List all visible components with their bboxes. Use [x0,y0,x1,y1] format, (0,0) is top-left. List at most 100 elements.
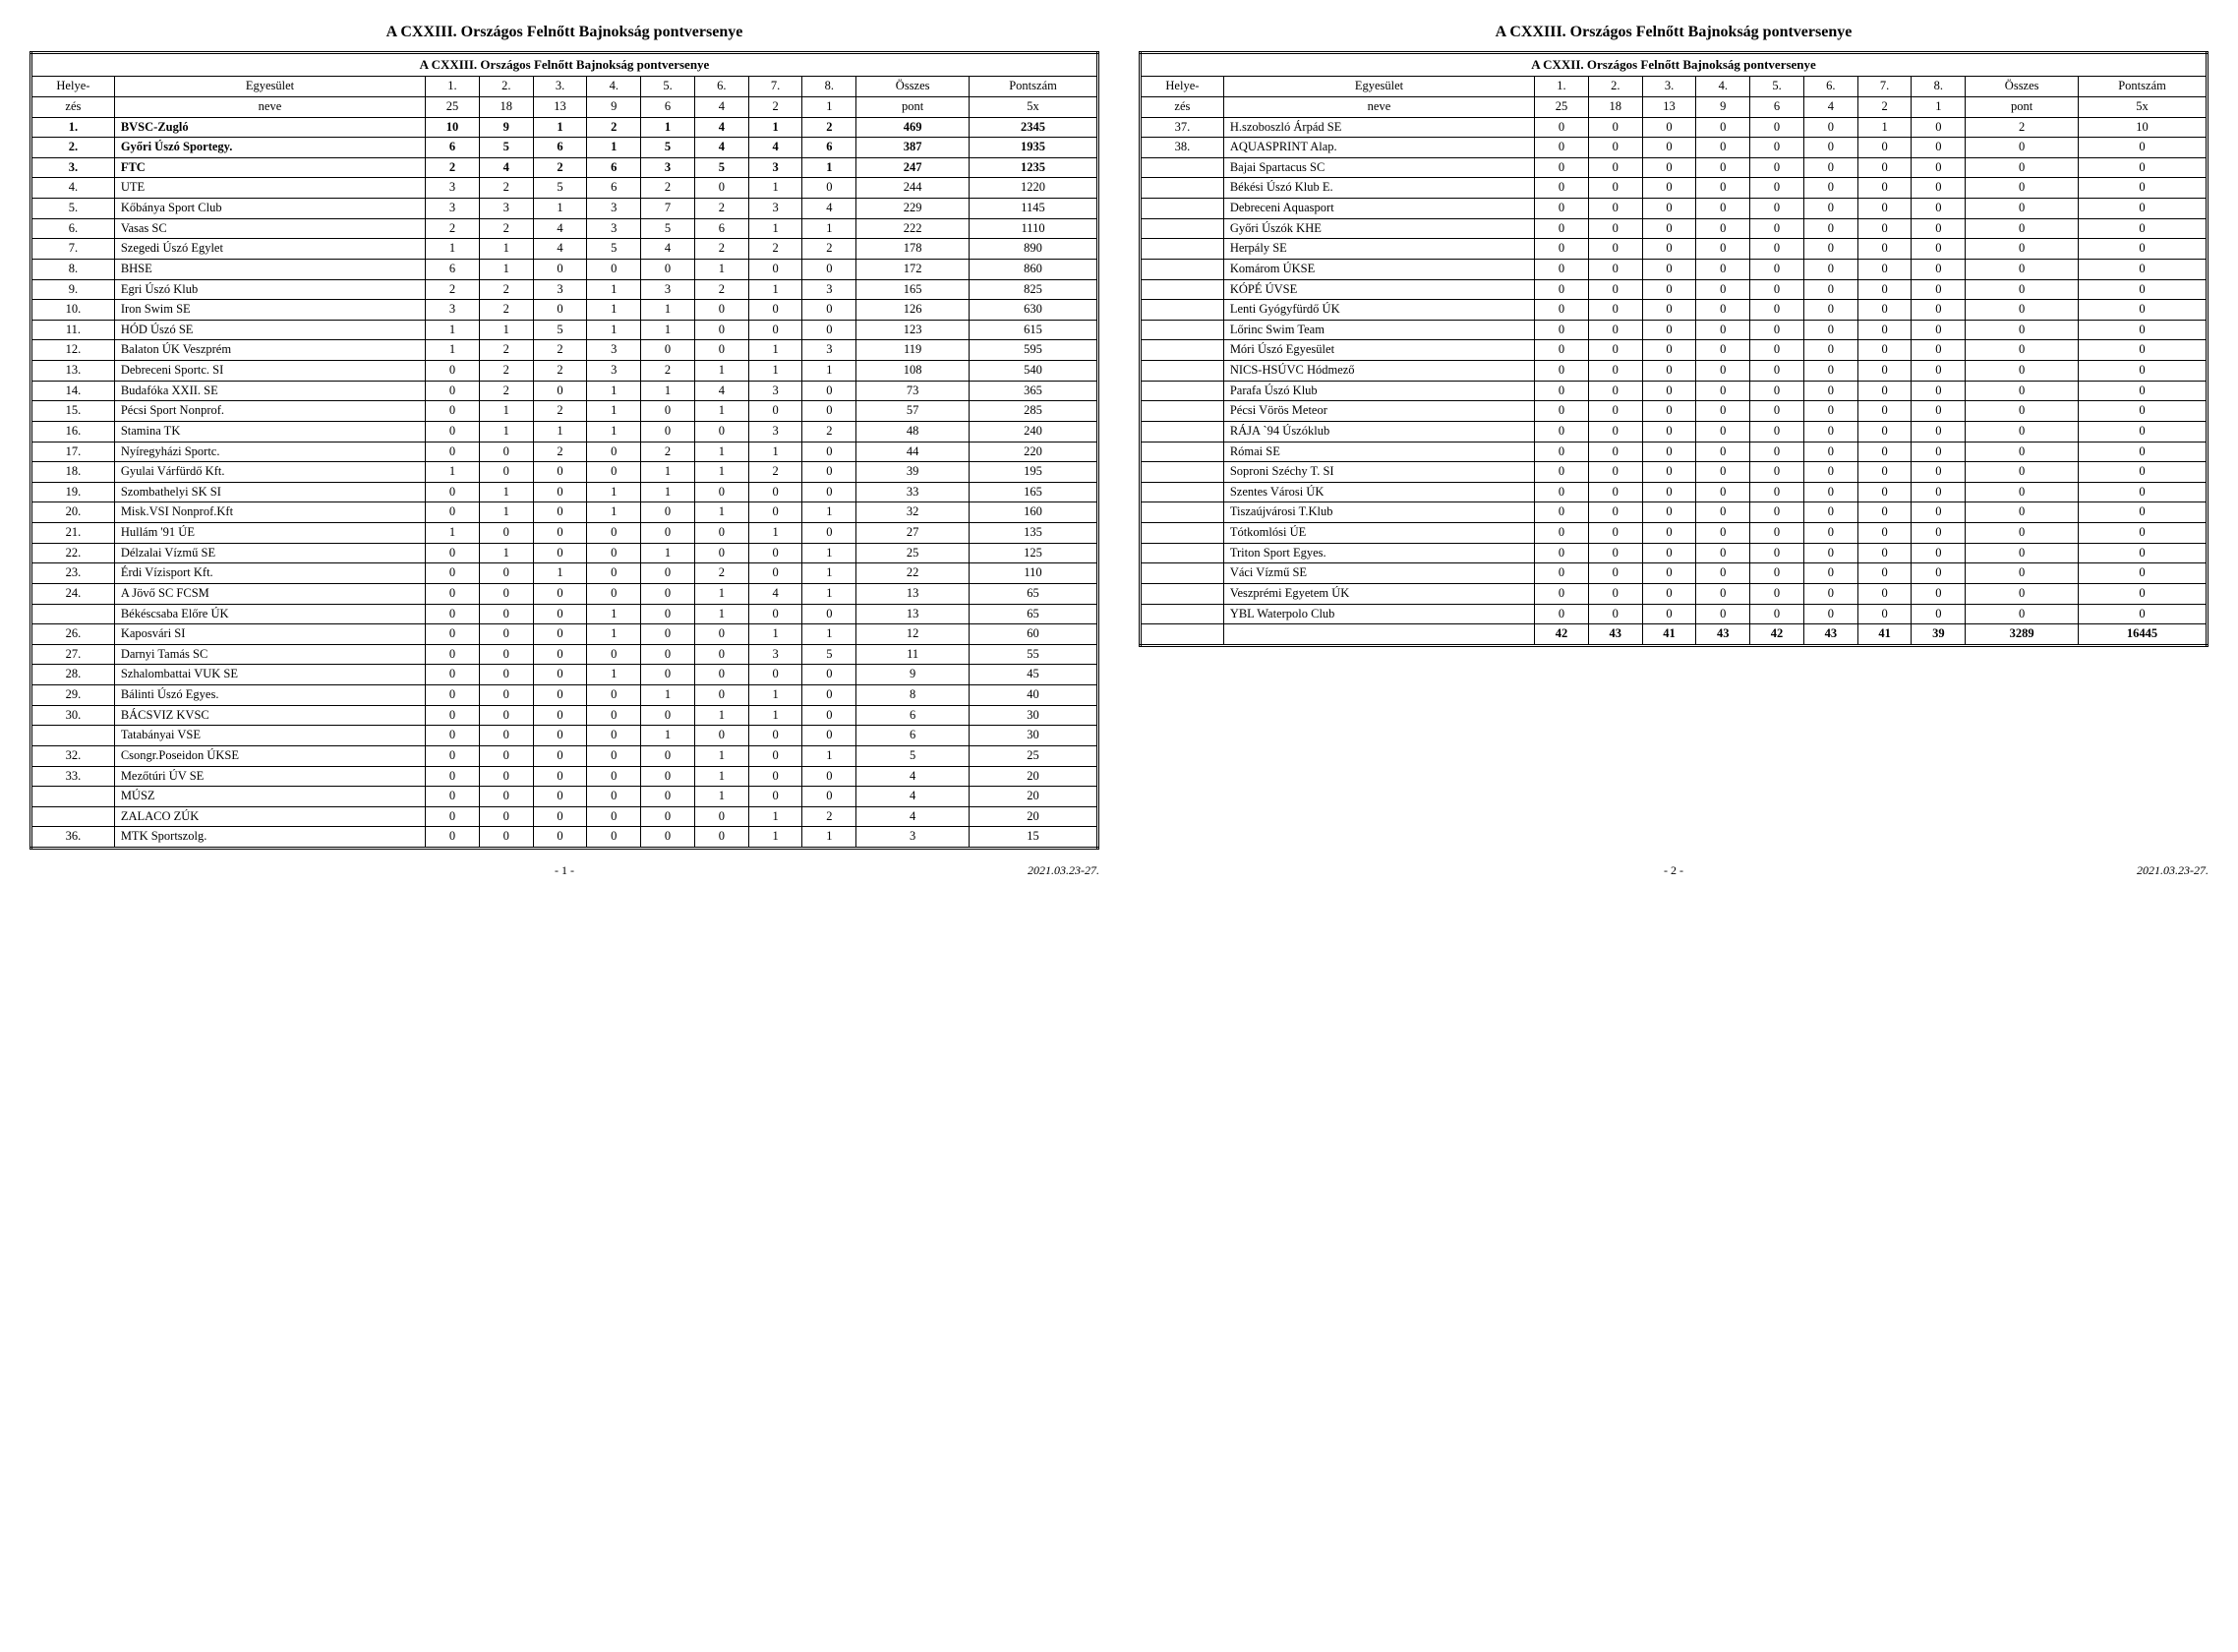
cell-p5: 0 [1750,543,1804,563]
cell-name: Győri Úszók KHE [1223,218,1534,239]
cell-rank: 14. [31,381,115,401]
page-footer: - 2 - 2021.03.23-27. [1139,850,2209,878]
cell-p8: 0 [1912,401,1966,422]
table-row: Móri Úszó Egyesület0000000000 [1141,340,2208,361]
cell-p1: 0 [1535,279,1589,300]
table-row: Tatabányai VSE00001000630 [31,726,1098,746]
cell-p6: 0 [1803,300,1857,321]
cell-p5: 5 [641,218,695,239]
cell-p6: 0 [694,523,748,544]
cell-p3: 0 [1642,320,1696,340]
cell-p2: 1 [479,239,533,260]
table-row: 1.BVSC-Zugló1091214124692345 [31,117,1098,138]
cell-p6: 2 [694,279,748,300]
cell-p8: 1 [802,502,856,523]
cell-name: Bálinti Úszó Egyes. [114,685,425,706]
cell-p5: 0 [1750,157,1804,178]
cell-p8: 0 [1912,381,1966,401]
cell-p6: 0 [694,320,748,340]
cell-rank [1141,462,1224,483]
table-row: 33.Mezőtúri ÚV SE00000100420 [31,766,1098,787]
cell-sum: 5 [856,745,970,766]
cell-p3: 0 [1642,279,1696,300]
cell-pts: 1220 [970,178,1098,199]
cell-sum: 123 [856,320,970,340]
cell-sum: 0 [1966,320,2079,340]
total-p8: 39 [1912,624,1966,646]
cell-sum: 25 [856,543,970,563]
cell-p3: 0 [1642,340,1696,361]
cell-p1: 1 [426,320,480,340]
cell-p2: 0 [479,624,533,645]
cell-p3: 0 [1642,583,1696,604]
cell-p4: 0 [587,685,641,706]
cell-p3: 1 [533,199,587,219]
table-row: 17.Nyíregyházi Sportc.0020211044220 [31,442,1098,462]
cell-rank: 3. [31,157,115,178]
cell-p1: 0 [426,543,480,563]
cell-p4: 0 [1696,279,1750,300]
cell-p6: 0 [1803,218,1857,239]
cell-p2: 0 [1588,381,1642,401]
cell-p2: 4 [479,157,533,178]
cell-p1: 0 [1535,157,1589,178]
cell-p2: 2 [479,279,533,300]
cell-p2: 0 [479,665,533,685]
cell-pts: 0 [2079,502,2208,523]
cell-p7: 0 [1857,239,1912,260]
table-row: Római SE0000000000 [1141,442,2208,462]
cell-p7: 1 [748,685,802,706]
cell-p6: 0 [1803,279,1857,300]
hdr-w2: 18 [1588,96,1642,117]
cell-sum: 0 [1966,138,2079,158]
cell-p7: 0 [1857,482,1912,502]
cell-p5: 0 [1750,604,1804,624]
cell-rank: 9. [31,279,115,300]
cell-p7: 0 [1857,442,1912,462]
cell-p2: 0 [479,583,533,604]
table-row: 16.Stamina TK0111003248240 [31,421,1098,442]
cell-p6: 0 [1803,239,1857,260]
cell-p4: 0 [587,705,641,726]
hdr-w4: 9 [587,96,641,117]
cell-sum: 0 [1966,563,2079,584]
cell-p1: 0 [426,665,480,685]
cell-name: Szombathelyi SK SI [114,482,425,502]
cell-pts: 0 [2079,523,2208,544]
cell-p1: 0 [426,745,480,766]
cell-p8: 0 [1912,279,1966,300]
cell-sum: 178 [856,239,970,260]
cell-p3: 0 [1642,401,1696,422]
cell-p1: 0 [1535,502,1589,523]
cell-p1: 3 [426,178,480,199]
cell-p1: 0 [426,827,480,849]
cell-rank [31,604,115,624]
cell-sum: 0 [1966,361,2079,382]
cell-name: Nyíregyházi Sportc. [114,442,425,462]
cell-pts: 20 [970,766,1098,787]
table-row: Soproni Széchy T. SI0000000000 [1141,462,2208,483]
cell-p4: 0 [1696,502,1750,523]
cell-p4: 0 [587,644,641,665]
cell-p6: 0 [694,178,748,199]
hdr-p4: 4. [1696,77,1750,97]
cell-rank: 27. [31,644,115,665]
cell-p5: 0 [1750,300,1804,321]
cell-sum: 0 [1966,178,2079,199]
cell-p4: 0 [1696,300,1750,321]
cell-pts: 20 [970,806,1098,827]
hdr-name-top: Egyesület [1223,77,1534,97]
cell-name: Római SE [1223,442,1534,462]
cell-p4: 2 [587,117,641,138]
cell-p5: 4 [641,239,695,260]
cell-pts: 630 [970,300,1098,321]
cell-p6: 0 [1803,117,1857,138]
cell-p4: 3 [587,199,641,219]
cell-p2: 0 [479,827,533,849]
cell-pts: 0 [2079,218,2208,239]
cell-p1: 0 [1535,442,1589,462]
cell-p3: 0 [533,644,587,665]
cell-pts: 0 [2079,381,2208,401]
cell-pts: 890 [970,239,1098,260]
cell-name: Vasas SC [114,218,425,239]
